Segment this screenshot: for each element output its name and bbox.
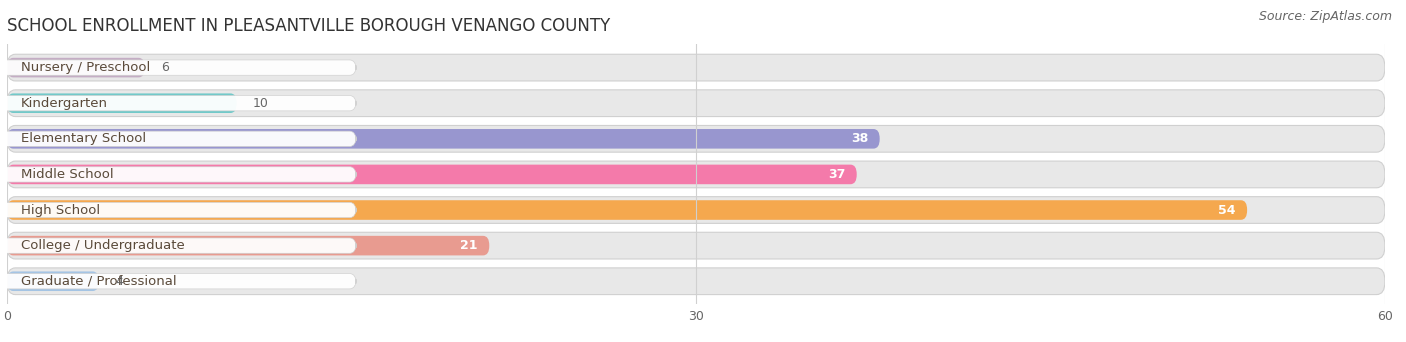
- FancyBboxPatch shape: [0, 167, 356, 182]
- Text: 4: 4: [115, 275, 122, 288]
- FancyBboxPatch shape: [7, 165, 856, 184]
- Text: 38: 38: [851, 132, 869, 145]
- FancyBboxPatch shape: [7, 54, 1385, 81]
- FancyBboxPatch shape: [7, 93, 236, 113]
- FancyBboxPatch shape: [0, 274, 356, 289]
- Text: 10: 10: [253, 97, 269, 110]
- FancyBboxPatch shape: [7, 126, 1385, 152]
- FancyBboxPatch shape: [0, 60, 356, 75]
- Text: Middle School: Middle School: [21, 168, 114, 181]
- FancyBboxPatch shape: [7, 161, 1385, 188]
- Text: 37: 37: [828, 168, 845, 181]
- FancyBboxPatch shape: [0, 95, 356, 111]
- FancyBboxPatch shape: [7, 58, 145, 77]
- Text: Source: ZipAtlas.com: Source: ZipAtlas.com: [1258, 10, 1392, 23]
- FancyBboxPatch shape: [7, 236, 489, 255]
- Text: 6: 6: [160, 61, 169, 74]
- FancyBboxPatch shape: [7, 200, 1247, 220]
- FancyBboxPatch shape: [0, 202, 356, 218]
- FancyBboxPatch shape: [7, 90, 1385, 117]
- Text: College / Undergraduate: College / Undergraduate: [21, 239, 184, 252]
- Text: SCHOOL ENROLLMENT IN PLEASANTVILLE BOROUGH VENANGO COUNTY: SCHOOL ENROLLMENT IN PLEASANTVILLE BOROU…: [7, 16, 610, 35]
- FancyBboxPatch shape: [7, 268, 1385, 294]
- FancyBboxPatch shape: [0, 238, 356, 253]
- FancyBboxPatch shape: [7, 129, 880, 149]
- FancyBboxPatch shape: [7, 197, 1385, 223]
- Text: Graduate / Professional: Graduate / Professional: [21, 275, 176, 288]
- Text: High School: High School: [21, 203, 100, 216]
- FancyBboxPatch shape: [7, 232, 1385, 259]
- Text: Elementary School: Elementary School: [21, 132, 146, 145]
- FancyBboxPatch shape: [7, 272, 98, 291]
- Text: Nursery / Preschool: Nursery / Preschool: [21, 61, 150, 74]
- FancyBboxPatch shape: [0, 131, 356, 146]
- Text: Kindergarten: Kindergarten: [21, 97, 108, 110]
- Text: 21: 21: [460, 239, 478, 252]
- Text: 54: 54: [1218, 203, 1236, 216]
